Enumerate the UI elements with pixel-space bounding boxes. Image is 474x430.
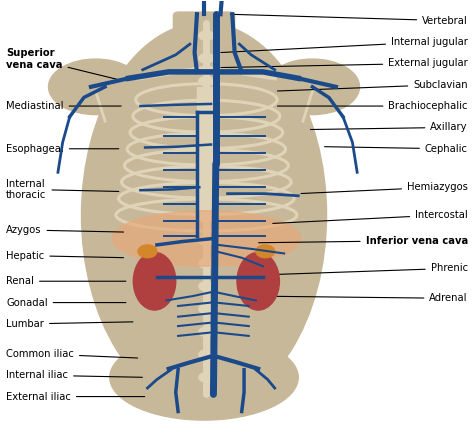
Ellipse shape <box>199 282 214 291</box>
Text: External jugular: External jugular <box>221 58 468 68</box>
Ellipse shape <box>199 259 214 268</box>
Ellipse shape <box>199 168 214 177</box>
Text: Azygos: Azygos <box>6 225 124 235</box>
Text: Brachiocephalic: Brachiocephalic <box>277 101 468 111</box>
Ellipse shape <box>138 245 157 258</box>
Text: Intercostal: Intercostal <box>273 210 468 224</box>
Ellipse shape <box>199 190 214 200</box>
Ellipse shape <box>199 54 214 63</box>
Ellipse shape <box>199 213 214 223</box>
Text: Internal
thoracic: Internal thoracic <box>6 178 119 200</box>
Ellipse shape <box>199 31 214 40</box>
Text: External iliac: External iliac <box>6 392 145 402</box>
Text: Superior
vena cava: Superior vena cava <box>6 48 119 80</box>
Text: Hemiazygos: Hemiazygos <box>301 182 468 194</box>
Text: Adrenal: Adrenal <box>264 293 468 303</box>
Text: Common iliac: Common iliac <box>6 349 137 359</box>
FancyBboxPatch shape <box>173 12 235 59</box>
Text: Mediastinal: Mediastinal <box>6 101 121 111</box>
Ellipse shape <box>199 77 214 86</box>
Text: Axillary: Axillary <box>310 123 468 132</box>
Text: Renal: Renal <box>6 276 126 286</box>
Ellipse shape <box>199 145 214 154</box>
Text: Esophageal: Esophageal <box>6 144 119 154</box>
Ellipse shape <box>133 252 176 310</box>
Ellipse shape <box>112 211 301 266</box>
Text: Cephalic: Cephalic <box>325 144 468 154</box>
Ellipse shape <box>199 373 214 382</box>
Ellipse shape <box>199 350 214 359</box>
Ellipse shape <box>199 304 214 314</box>
Ellipse shape <box>237 252 279 310</box>
Text: Lumbar: Lumbar <box>6 319 133 329</box>
Ellipse shape <box>199 122 214 132</box>
Text: Gonadal: Gonadal <box>6 298 126 307</box>
Text: Phrenic: Phrenic <box>268 264 468 275</box>
Bar <box>197 87 217 219</box>
Ellipse shape <box>199 327 214 336</box>
Text: Internal iliac: Internal iliac <box>6 370 142 380</box>
Text: Vertebral: Vertebral <box>230 14 468 26</box>
Ellipse shape <box>265 59 359 115</box>
Ellipse shape <box>110 335 298 420</box>
Text: Inferior vena cava: Inferior vena cava <box>259 236 468 246</box>
Text: Hepatic: Hepatic <box>6 251 124 261</box>
Ellipse shape <box>48 59 143 115</box>
Ellipse shape <box>199 236 214 246</box>
Ellipse shape <box>199 99 214 109</box>
Ellipse shape <box>256 245 275 258</box>
Ellipse shape <box>82 23 327 407</box>
Text: Subclavian: Subclavian <box>277 80 468 91</box>
Text: Internal jugular: Internal jugular <box>221 37 468 52</box>
